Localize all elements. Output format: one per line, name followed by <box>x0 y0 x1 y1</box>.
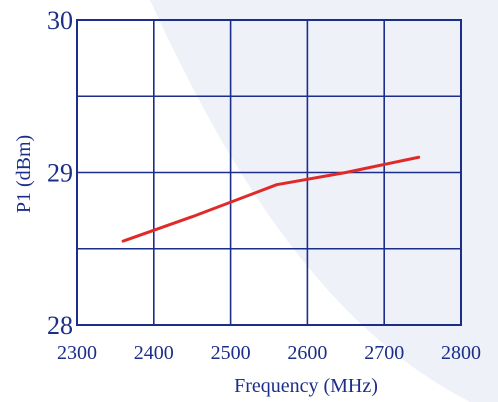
x-tick-label: 2400 <box>134 342 174 364</box>
y-tick-labels: 28 29 30 <box>47 6 73 340</box>
series-line <box>121 155 421 243</box>
y-tick-label: 28 <box>47 311 73 340</box>
y-tick-label: 30 <box>47 6 73 35</box>
x-tick-label: 2600 <box>287 342 327 364</box>
y-tick-label: 29 <box>47 159 73 188</box>
x-tick-label: 2300 <box>57 342 97 364</box>
x-tick-labels: 2300 2400 2500 2600 2700 2800 <box>57 342 481 364</box>
x-tick-label: 2500 <box>211 342 251 364</box>
series-layer <box>121 155 421 243</box>
background-shape <box>150 0 498 402</box>
x-tick-label: 2700 <box>364 342 404 364</box>
x-axis-label: Frequency (MHz) <box>234 375 378 397</box>
y-axis-label: P1 (dBm) <box>13 135 35 213</box>
x-tick-label: 2800 <box>441 342 481 364</box>
grid <box>76 19 462 326</box>
